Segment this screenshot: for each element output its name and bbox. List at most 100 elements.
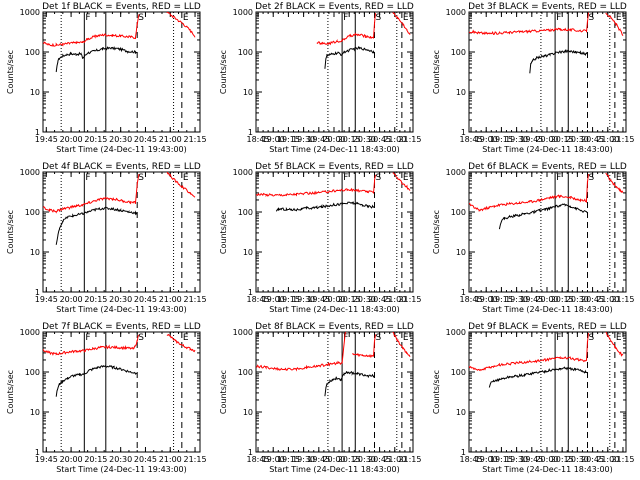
x-tick-label: 19:00: [475, 455, 498, 464]
marker-label: F: [343, 13, 348, 23]
x-tick-label: 20:15: [338, 295, 361, 304]
panel-2: Det 2f BLACK = Events, RED = LLD Counts/s…: [219, 2, 421, 154]
x-tick-label: 19:30: [505, 295, 528, 304]
series-line-lld: [605, 332, 624, 357]
marker-label: S: [376, 13, 382, 23]
x-tick-label: 19:30: [292, 455, 315, 464]
x-tick-label: 21:00: [596, 135, 619, 144]
series-line-events: [488, 366, 588, 388]
x-tick-label: 21:00: [383, 135, 406, 144]
series-line-lld: [256, 174, 376, 198]
series-line-lld: [43, 14, 140, 47]
plot-frame: [255, 171, 414, 293]
y-tick-label: 1000: [233, 168, 253, 177]
y-tick-label: 100: [451, 368, 466, 377]
marker-label: E: [183, 173, 189, 183]
x-tick-label: 21:00: [596, 455, 619, 464]
x-tick-label: 20:45: [581, 295, 604, 304]
y-axis-label: Counts/sec: [219, 50, 228, 94]
marker-label: F: [85, 173, 90, 183]
x-tick-label: 20:00: [60, 135, 83, 144]
x-tick-label: 20:30: [353, 295, 376, 304]
series-line-lld: [392, 12, 411, 35]
x-tick-label: 20:00: [60, 295, 83, 304]
y-axis-label: Counts/sec: [6, 370, 15, 414]
x-tick-label: 19:30: [292, 295, 315, 304]
x-tick-label: 21:15: [184, 135, 207, 144]
x-tick-label: 19:30: [505, 135, 528, 144]
x-tick-label: 20:45: [134, 455, 157, 464]
y-tick-label: 100: [25, 48, 40, 57]
marker-label: F: [85, 13, 90, 23]
y-tick-label: 1000: [20, 168, 40, 177]
series-line-lld: [166, 333, 196, 353]
x-tick-label: 20:30: [566, 135, 589, 144]
series-line-lld: [392, 332, 411, 358]
marker-label: S: [589, 333, 595, 343]
x-tick-label: 20:30: [566, 295, 589, 304]
y-tick-label: 1: [35, 288, 40, 297]
y-tick-label: 10: [243, 408, 253, 417]
x-axis-label: Start Time (24-Dec-11 18:43:00): [482, 305, 613, 314]
x-tick-label: 19:15: [490, 455, 513, 464]
series-line-lld: [469, 174, 589, 212]
x-tick-label: 19:45: [520, 455, 543, 464]
x-tick-label: 19:15: [277, 455, 300, 464]
x-tick-label: 20:00: [322, 295, 345, 304]
series-line-lld: [352, 334, 376, 358]
y-axis-label: Counts/sec: [432, 50, 441, 94]
y-axis-label: Counts/sec: [6, 210, 15, 254]
x-tick-label: 19:45: [307, 135, 330, 144]
x-tick-label: 20:00: [535, 295, 558, 304]
marker-label: S: [589, 173, 595, 183]
marker-label: S: [376, 173, 382, 183]
x-axis-label: Start Time (24-Dec-11 19:43:00): [56, 145, 187, 154]
x-tick-label: 20:45: [368, 455, 391, 464]
panel-5: Det 5f BLACK = Events, RED = LLD Counts/s…: [219, 162, 421, 314]
marker-label: E: [403, 333, 409, 343]
x-axis-label: Start Time (24-Dec-11 18:43:00): [269, 145, 400, 154]
x-tick-label: 20:30: [353, 135, 376, 144]
series-line-lld: [43, 174, 140, 214]
x-tick-label: 20:15: [338, 455, 361, 464]
panel-8: Det 8f BLACK = Events, RED = LLD Counts/s…: [219, 322, 421, 474]
x-tick-label: 20:45: [581, 455, 604, 464]
x-tick-label: 19:00: [475, 135, 498, 144]
y-tick-label: 100: [451, 48, 466, 57]
y-tick-label: 100: [238, 368, 253, 377]
y-tick-label: 1: [248, 288, 253, 297]
series-line-events: [55, 46, 138, 73]
y-tick-label: 1000: [233, 8, 253, 17]
x-tick-label: 19:15: [490, 295, 513, 304]
panel-1: Det 1f BLACK = Events, RED = LLD Counts/s…: [6, 2, 207, 154]
marker-label: F: [556, 173, 561, 183]
y-tick-label: 10: [30, 248, 40, 257]
y-tick-label: 1: [461, 288, 466, 297]
marker-label: S: [376, 333, 382, 343]
x-tick-label: 21:00: [159, 135, 182, 144]
x-tick-label: 19:15: [277, 295, 300, 304]
series-line-lld: [166, 12, 196, 38]
x-tick-label: 19:45: [35, 455, 58, 464]
x-tick-label: 21:15: [184, 295, 207, 304]
marker-label: S: [138, 333, 144, 343]
panel-6: Det 6f BLACK = Events, RED = LLD Counts/s…: [432, 162, 634, 314]
x-tick-label: 20:45: [134, 135, 157, 144]
y-tick-label: 1000: [446, 8, 466, 17]
panel-7: Det 7f BLACK = Events, RED = LLD Counts/s…: [6, 322, 207, 474]
y-tick-label: 1: [248, 128, 253, 137]
plot-frame: [42, 171, 201, 293]
x-tick-label: 18:45: [459, 135, 482, 144]
x-tick-label: 18:45: [459, 455, 482, 464]
x-tick-label: 20:15: [84, 135, 107, 144]
x-tick-label: 21:15: [611, 135, 634, 144]
series-line-lld: [605, 12, 624, 36]
chart-title: Det 7f BLACK = Events, RED = LLD: [42, 322, 201, 332]
chart-title: Det 5f BLACK = Events, RED = LLD: [255, 162, 414, 172]
x-tick-label: 19:45: [35, 295, 58, 304]
y-axis-label: Counts/sec: [219, 210, 228, 254]
x-tick-label: 19:00: [262, 455, 285, 464]
y-tick-label: 10: [30, 88, 40, 97]
plot-frame: [468, 171, 627, 293]
